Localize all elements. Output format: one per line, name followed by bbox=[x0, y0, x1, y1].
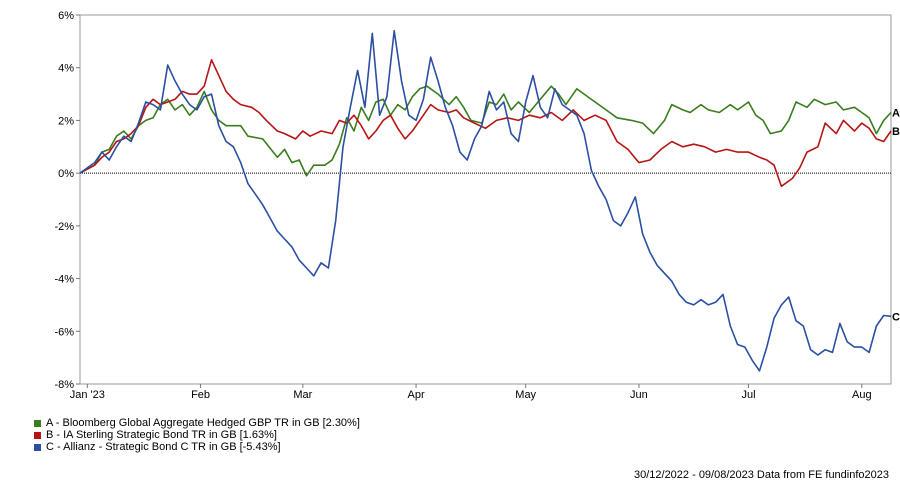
y-tick-label: -8% bbox=[54, 379, 74, 391]
legend-label-b: B - IA Sterling Strategic Bond TR in GB … bbox=[46, 429, 277, 441]
chart-axes: 6% 4% 2% 0% -2% -4% -6% -8%Jan '23 Feb Mar Apr May J… bbox=[54, 10, 892, 401]
legend-item-b: B - IA Sterling Strategic Bond TR in GB … bbox=[34, 429, 360, 441]
legend-swatch-c bbox=[34, 443, 41, 451]
chart-series-group bbox=[79, 30, 892, 372]
x-tick-label: Jul bbox=[741, 389, 755, 401]
y-tick-label: 4% bbox=[58, 63, 74, 75]
line-chart: 6% 4% 2% 0% -2% -4% -6% -8%Jan '23 Feb Mar Apr May J… bbox=[54, 10, 900, 401]
y-tick-label: 2% bbox=[58, 115, 74, 127]
legend-label-a: A - Bloomberg Global Aggregate Hedged GB… bbox=[46, 417, 360, 429]
y-tick-label: 0% bbox=[58, 168, 74, 180]
legend-item-c: C - Allianz - Strategic Bond C TR in GB … bbox=[34, 441, 360, 453]
y-tick-label: -4% bbox=[54, 274, 74, 286]
x-tick-label: Jun bbox=[630, 389, 648, 401]
series-end-label-a: A bbox=[892, 108, 900, 120]
x-tick-label: Feb bbox=[191, 389, 210, 401]
series-end-label-c: C bbox=[892, 311, 900, 323]
y-tick-label: 6% bbox=[58, 10, 74, 22]
x-tick-label: Apr bbox=[408, 389, 425, 401]
plot-frame bbox=[79, 14, 892, 385]
x-tick-label: Mar bbox=[293, 389, 312, 401]
chart-legend: A - Bloomberg Global Aggregate Hedged GB… bbox=[34, 417, 360, 453]
y-tick-label: -2% bbox=[54, 221, 74, 233]
y-tick-label: -6% bbox=[54, 326, 74, 338]
x-tick-label: Aug bbox=[852, 389, 872, 401]
series-line-a bbox=[79, 85, 892, 177]
legend-swatch-b bbox=[34, 431, 41, 439]
series-end-labels: AB C bbox=[892, 108, 900, 324]
legend-swatch-a bbox=[34, 419, 41, 427]
legend-label-c: C - Allianz - Strategic Bond C TR in GB … bbox=[46, 441, 281, 453]
series-line-b bbox=[79, 59, 892, 188]
series-end-label-b: B bbox=[892, 126, 900, 138]
chart-footer: 30/12/2022 - 09/08/2023 Data from FE fun… bbox=[633, 469, 889, 481]
x-tick-label: May bbox=[515, 389, 536, 401]
legend-item-a: A - Bloomberg Global Aggregate Hedged GB… bbox=[34, 417, 360, 429]
x-tick-label: Jan '23 bbox=[70, 389, 105, 401]
series-line-c bbox=[79, 30, 892, 372]
